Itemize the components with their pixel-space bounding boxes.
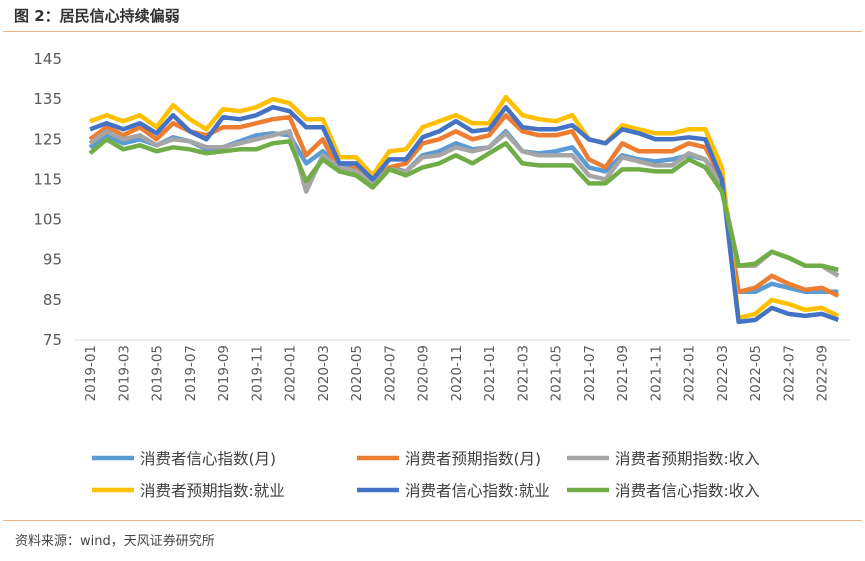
- x-tick-label: 2019-03: [116, 345, 132, 401]
- series-line-3: [89, 94, 840, 321]
- x-axis: 2019-01 2019-03 2019-05 2019-07 2019-09 2019-…: [83, 345, 831, 401]
- x-tick-label: 2021-05: [549, 345, 565, 401]
- x-tick-label: 2019-01: [83, 345, 99, 401]
- x-tick-label: 2019-11: [249, 345, 265, 401]
- y-tick-label: 115: [33, 170, 62, 188]
- y-tick-label: 105: [33, 211, 62, 229]
- y-tick-label: 95: [43, 251, 62, 269]
- x-tick-label: 2021-03: [515, 345, 531, 401]
- y-axis: 75 85 95 105 115 125 135 145: [33, 50, 62, 349]
- x-tick-label: 2019-05: [150, 345, 166, 401]
- x-tick-label: 2021-01: [482, 345, 498, 401]
- legend-label: 消费者信心指数(月): [140, 450, 276, 468]
- x-tick-label: 2020-09: [416, 345, 432, 401]
- legend-label: 消费者信心指数:就业: [405, 482, 550, 500]
- x-tick-label: 2021-07: [582, 345, 598, 401]
- x-tick-label: 2020-01: [283, 345, 299, 401]
- x-tick-label: 2022-07: [781, 345, 797, 401]
- figure-title: 图 2：居民信心持续偏弱: [14, 7, 180, 25]
- y-tick-label: 135: [33, 90, 62, 108]
- series-line-5: [88, 137, 839, 272]
- series-lines: [88, 94, 840, 325]
- legend: 消费者信心指数(月) 消费者预期指数(月) 消费者预期指数:收入消费者预期指数:就业…: [92, 450, 760, 500]
- x-tick-label: 2020-03: [316, 345, 332, 401]
- x-tick-label: 2021-09: [615, 345, 631, 401]
- x-tick-label: 2022-05: [748, 345, 764, 401]
- source-divider: [3, 520, 862, 521]
- y-tick-label: 75: [43, 331, 62, 349]
- x-tick-label: 2019-09: [216, 345, 232, 401]
- x-tick-label: 2022-01: [682, 345, 698, 401]
- series-line-4: [89, 104, 840, 325]
- legend-item: 消费者预期指数(月): [357, 450, 541, 468]
- legend-item: 消费者信心指数:就业: [357, 482, 550, 500]
- x-tick-label: 2020-11: [449, 345, 465, 401]
- series-line-2: [88, 129, 840, 278]
- legend-item: 消费者预期指数:就业: [92, 482, 285, 500]
- x-tick-label: 2022-03: [715, 345, 731, 401]
- title-divider: [3, 31, 862, 32]
- legend-item: 消费者预期指数:收入: [567, 450, 760, 468]
- x-tick-label: 2020-05: [349, 345, 365, 401]
- x-tick-label: 2022-09: [815, 345, 831, 401]
- y-tick-label: 85: [43, 291, 62, 309]
- legend-label: 消费者预期指数(月): [405, 450, 541, 468]
- x-tick-label: 2019-07: [183, 345, 199, 401]
- x-tick-label: 2020-07: [382, 345, 398, 401]
- legend-item: 消费者信心指数:收入: [567, 482, 760, 500]
- source-note: 资料来源：wind，天风证券研究所: [15, 534, 215, 549]
- y-tick-label: 125: [33, 130, 62, 148]
- legend-label: 消费者预期指数:收入: [615, 450, 760, 468]
- x-tick-label: 2021-11: [648, 345, 664, 401]
- legend-label: 消费者信心指数:收入: [615, 482, 760, 500]
- legend-label: 消费者预期指数:就业: [140, 482, 285, 500]
- y-tick-label: 145: [33, 50, 62, 68]
- legend-item: 消费者信心指数(月): [92, 450, 276, 468]
